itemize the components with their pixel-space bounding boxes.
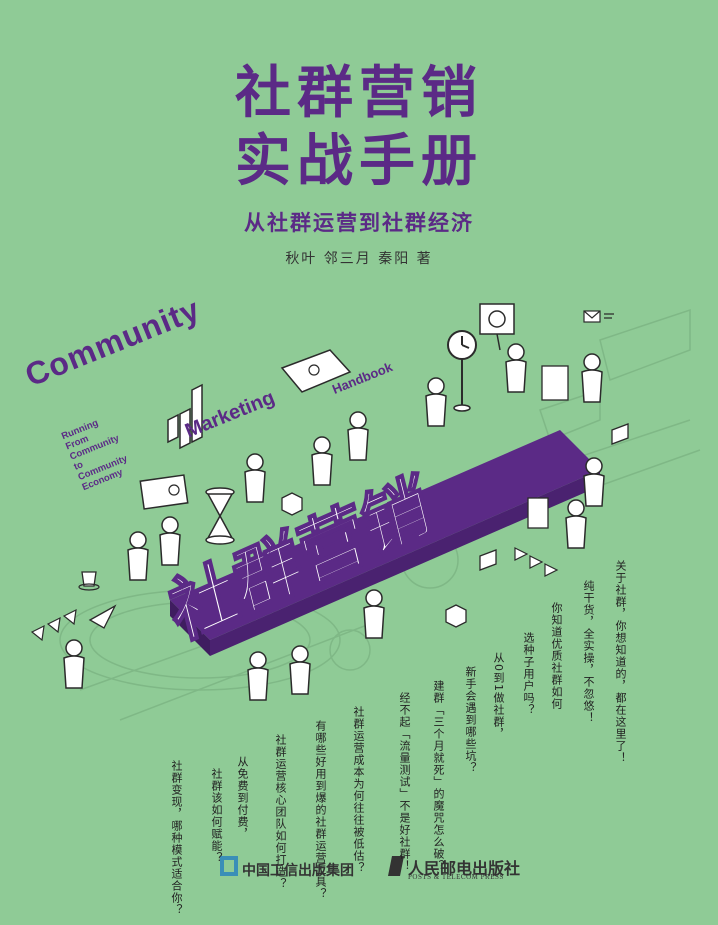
person xyxy=(159,516,181,566)
publisher-name-english: POSTS & TELECOM PRESS xyxy=(408,873,504,881)
question-text: 选种子用户吗？ xyxy=(522,632,535,716)
chair-icons xyxy=(479,423,629,571)
question-text: 建群「三个月就死」的魔咒怎么破？ xyxy=(432,680,445,872)
book-authors: 秋叶 邻三月 秦阳 著 xyxy=(285,251,433,267)
question-text: 你知道优质社群如何 xyxy=(550,602,563,710)
question-text: 社群运营成本为何往往被低估？ xyxy=(352,706,365,874)
question-text: 社群变现，哪种模式适合你？ xyxy=(170,760,183,916)
person xyxy=(244,453,266,503)
person xyxy=(127,531,149,581)
question-text: 经不起「流量测试」不是好社群！ xyxy=(398,692,411,872)
question-text: 有哪些好用到爆的社群运营工具？ xyxy=(314,720,327,900)
document-icons xyxy=(527,365,569,529)
question-text: 社群该如何赋能？ xyxy=(210,768,223,864)
person xyxy=(505,343,527,393)
question-text: 关于社群，你想知道的，都在这里了！ xyxy=(614,560,627,764)
publisher-group-name: 中国工信出版集团 xyxy=(242,863,354,879)
publisher-name: 人民邮电出版社 xyxy=(408,859,521,878)
person xyxy=(311,436,333,486)
chart-sign-icon xyxy=(139,474,189,510)
person xyxy=(247,651,269,701)
coffee-cup-icon xyxy=(78,571,100,591)
person xyxy=(63,639,85,689)
tablet-icon xyxy=(280,349,352,393)
box-icons xyxy=(281,492,467,628)
globe-sign-icon xyxy=(479,303,515,351)
person xyxy=(347,411,369,461)
question-text: 从0到1做社群， xyxy=(492,652,505,740)
clock-icon xyxy=(447,330,477,412)
publisher2-logo-icon xyxy=(388,856,404,876)
hourglass-icon xyxy=(205,487,235,545)
3d-title-block xyxy=(170,430,600,656)
person xyxy=(425,377,447,427)
question-text: 社群运营核心团队如何打造？ xyxy=(274,734,287,890)
arrow-icons xyxy=(30,547,559,642)
mail-icon xyxy=(583,310,614,323)
person xyxy=(363,589,385,639)
question-text: 新手会遇到哪些坑？ xyxy=(464,666,477,774)
paper-plane-icon xyxy=(88,604,117,629)
person xyxy=(565,499,587,549)
person xyxy=(581,353,603,403)
book-title-line1: 社群营销 xyxy=(235,61,483,126)
person xyxy=(289,645,311,695)
question-text: 从免费到付费， xyxy=(236,756,249,840)
bar-chart-icon xyxy=(167,383,203,450)
person xyxy=(583,457,605,507)
people-figures xyxy=(63,343,605,701)
3d-title-text: 社群营销 xyxy=(162,463,438,657)
book-subtitle: 从社群运营到社群经济 xyxy=(244,211,474,235)
publisher-logo-icon xyxy=(220,856,238,876)
question-text: 纯干货，全实操，不忽悠！ xyxy=(582,580,595,724)
book-title-line2: 实战手册 xyxy=(235,129,483,194)
